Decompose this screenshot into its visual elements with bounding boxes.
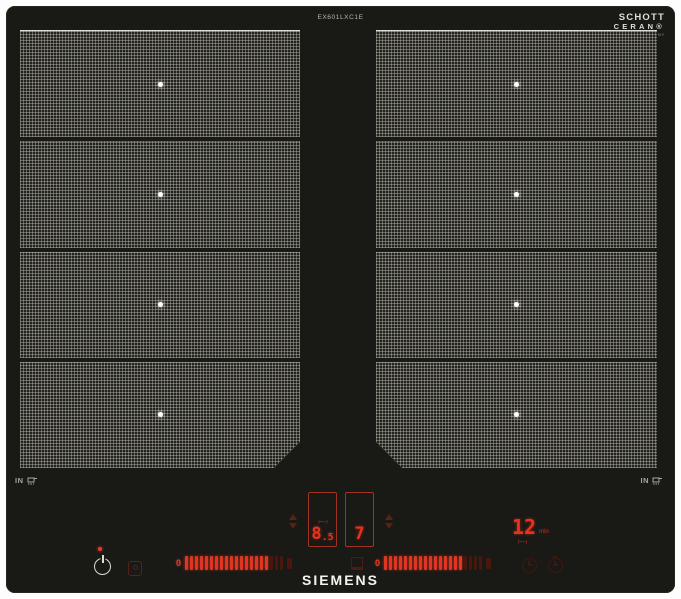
- slider-bar[interactable]: [384, 556, 388, 570]
- power-level-value: 7: [354, 524, 365, 544]
- cooking-zone-right-4: [376, 362, 657, 468]
- power-slider-right[interactable]: 0: [375, 555, 492, 571]
- slider-segments[interactable]: [185, 556, 284, 570]
- slider-bar[interactable]: [449, 556, 453, 570]
- slider-bar[interactable]: [444, 556, 448, 570]
- arrow-up-icon[interactable]: [385, 514, 393, 520]
- slider-bar[interactable]: [464, 556, 468, 570]
- slider-bar[interactable]: [260, 556, 264, 570]
- slider-bar[interactable]: [270, 556, 274, 570]
- arrow-up-icon[interactable]: [289, 514, 297, 520]
- slider-bar[interactable]: [404, 556, 408, 570]
- slider-bar[interactable]: [429, 556, 433, 570]
- cooktop-glass-surface: EX601LXC1E SCHOTT CERAN® MADE IN GERMANY…: [6, 6, 675, 593]
- induction-marking-left: IN: [15, 476, 38, 485]
- slider-bar[interactable]: [210, 556, 214, 570]
- slider-bar[interactable]: [265, 556, 269, 570]
- slider-bar[interactable]: [469, 556, 473, 570]
- power-button-icon[interactable]: [94, 558, 111, 575]
- zone-center-dot: [157, 191, 163, 197]
- cooking-zone-left-4: [20, 362, 300, 468]
- timer-unit-label: min: [539, 529, 549, 535]
- child-lock-icon[interactable]: [128, 561, 142, 576]
- timer-display[interactable]: 12 min ⊢⊣: [512, 517, 549, 546]
- slider-bar[interactable]: [215, 556, 219, 570]
- timer-zone-icon: ⊢⊣: [518, 540, 528, 546]
- zone-center-dot: [157, 302, 163, 308]
- slider-bar[interactable]: [230, 556, 234, 570]
- slider-bar[interactable]: [479, 556, 483, 570]
- slider-bar[interactable]: [200, 556, 204, 570]
- in-label: IN: [640, 476, 649, 485]
- slider-bar[interactable]: [275, 556, 279, 570]
- slider-bar[interactable]: [439, 556, 443, 570]
- slider-bar[interactable]: [250, 556, 254, 570]
- boost-segment[interactable]: [287, 557, 293, 569]
- slider-bar[interactable]: [414, 556, 418, 570]
- slider-bar[interactable]: [220, 556, 224, 570]
- power-indicator-dot: [98, 547, 102, 551]
- ceran-logo-text: CERAN®: [613, 21, 665, 31]
- model-number: EX601LXC1E: [317, 14, 364, 21]
- zone-display-left[interactable]: ⊢⊣ 8.5: [308, 492, 337, 547]
- zone-center-dot: [514, 302, 519, 308]
- slider-bar[interactable]: [235, 556, 239, 570]
- slider-bar[interactable]: [424, 556, 428, 570]
- kitchen-timer-icon[interactable]: [548, 556, 563, 573]
- schott-logo-text: SCHOTT: [618, 12, 665, 23]
- induction-pan-icon: [652, 477, 662, 485]
- cooking-zone-left-1: [20, 30, 300, 138]
- zone-center-dot: [514, 191, 519, 197]
- slider-bar[interactable]: [399, 556, 403, 570]
- slider-bar[interactable]: [280, 556, 284, 570]
- slider-bar[interactable]: [454, 556, 458, 570]
- zone-center-dot: [158, 412, 163, 417]
- cooking-zone-left-3: [20, 251, 300, 358]
- zone-display-right[interactable]: 7: [345, 492, 374, 547]
- slider-bar[interactable]: [195, 556, 199, 570]
- slider-segments[interactable]: [384, 556, 483, 570]
- zone-center-dot: [514, 81, 519, 87]
- zone-select-arrows-right[interactable]: [385, 514, 393, 529]
- power-level-value: 8.5: [311, 524, 334, 544]
- slider-bar[interactable]: [394, 556, 398, 570]
- slider-bar[interactable]: [240, 556, 244, 570]
- siemens-logo: SIEMENS: [301, 572, 379, 588]
- cooking-zone-column-right: [376, 30, 657, 468]
- slider-bar[interactable]: [255, 556, 259, 570]
- arrow-down-icon[interactable]: [289, 523, 297, 529]
- timer-value: 12: [512, 515, 537, 539]
- cooking-zone-right-3: [376, 251, 657, 358]
- slider-bar[interactable]: [205, 556, 209, 570]
- cooking-zone-left-2: [20, 141, 300, 248]
- slider-zero-label[interactable]: 0: [176, 558, 182, 568]
- slider-bar[interactable]: [474, 556, 478, 570]
- induction-pan-icon: [27, 477, 37, 485]
- slider-bar[interactable]: [459, 556, 463, 570]
- zone-center-dot: [514, 412, 519, 417]
- slider-bar[interactable]: [225, 556, 229, 570]
- slider-bar[interactable]: [434, 556, 438, 570]
- cooking-zone-right-2: [376, 141, 657, 248]
- cooking-zone-right-1: [376, 30, 657, 138]
- slider-bar[interactable]: [409, 556, 413, 570]
- cooking-timer-icon[interactable]: [522, 558, 537, 573]
- slider-bar[interactable]: [245, 556, 249, 570]
- slider-zero-label[interactable]: 0: [375, 558, 381, 568]
- slider-bar[interactable]: [185, 556, 189, 570]
- zone-center-dot: [157, 81, 163, 87]
- in-label: IN: [15, 476, 24, 485]
- flex-bridge-icon: ⊢⊣: [318, 520, 328, 526]
- zone-select-arrows-left[interactable]: [289, 514, 297, 529]
- pan-detection-icon: [351, 557, 363, 570]
- boost-segment[interactable]: [486, 557, 492, 569]
- induction-marking-right: IN: [641, 476, 664, 485]
- slider-bar[interactable]: [389, 556, 393, 570]
- cooking-zone-column-left: [20, 30, 300, 468]
- power-slider-left[interactable]: 0: [176, 555, 293, 571]
- arrow-down-icon[interactable]: [385, 523, 393, 529]
- slider-bar[interactable]: [190, 556, 194, 570]
- slider-bar[interactable]: [419, 556, 423, 570]
